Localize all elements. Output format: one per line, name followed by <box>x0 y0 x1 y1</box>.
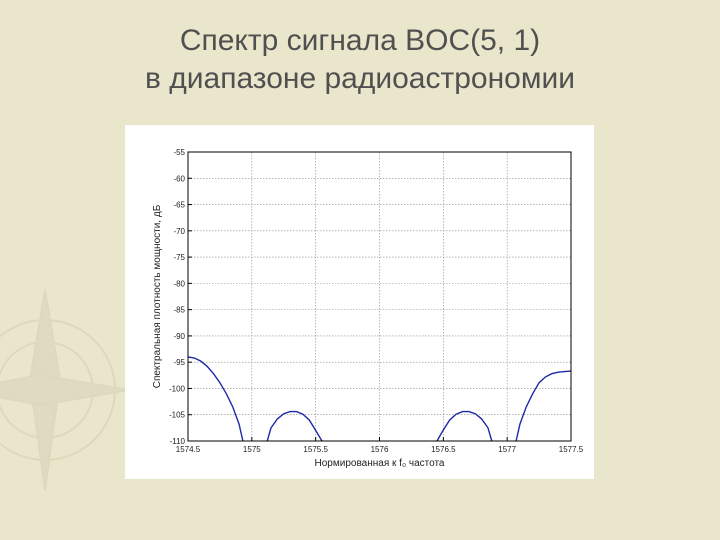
series-layer <box>187 356 572 442</box>
y-tick-label: -80 <box>173 279 185 288</box>
slide-title-line-2: в диапазоне радиоастрономии <box>144 62 575 95</box>
y-tick-label: -75 <box>173 253 185 262</box>
y-tick-label: -65 <box>173 201 185 210</box>
x-axis-label: Нормированная к f₀ частота <box>315 458 445 469</box>
series-line-segment <box>266 410 323 442</box>
y-axis-ticks: -55 -60 -65 -70 -75 -80 -85 -90 -95 -100 -105 -110 <box>169 148 192 446</box>
y-tick-label: -70 <box>173 227 185 236</box>
spectrum-chart: -55-60-65-70-75-80-85-90-95-100-105-110 … <box>152 148 584 469</box>
y-axis-label: Спектральная плотность мощности, дБ <box>152 204 163 388</box>
series-line-segment <box>436 410 493 442</box>
x-tick-label: 1574.5 <box>176 445 201 454</box>
series-line-segment <box>515 370 572 442</box>
x-tick-label: 1577.5 <box>559 445 584 454</box>
x-axis-ticks: 1574.5 1575 1575.5 1576 1576.5 1577 1577.5 <box>176 437 584 454</box>
y-tick-label: -85 <box>173 306 185 315</box>
y-tick-label: -105 <box>169 411 186 420</box>
series-line-segment <box>187 356 244 442</box>
x-tick-label: 1576 <box>371 445 389 454</box>
y-tick-label: -90 <box>173 332 185 341</box>
slide-title-line-1: Спектр сигнала BOC(5, 1) <box>179 24 541 57</box>
x-tick-label: 1576.5 <box>431 445 456 454</box>
y-tick-label: -95 <box>173 358 185 367</box>
compass-watermark <box>0 289 130 491</box>
chart-panel: -55 -60 -65 -70 -75 -80 -85 -90 -95 -100 -105 -110 … <box>125 125 594 479</box>
slide-title: Спектр сигнала BOC(5, 1) в диапазоне рад… <box>0 22 720 98</box>
y-tick-label: -100 <box>169 384 186 393</box>
y-tick-label: -55 <box>173 148 185 157</box>
x-tick-label: 1575.5 <box>303 445 328 454</box>
y-tick-label: -110 <box>170 437 186 446</box>
x-tick-label: 1575 <box>243 445 261 454</box>
x-tick-label: 1577 <box>498 445 516 454</box>
grid <box>187 151 572 442</box>
y-tick-label: -60 <box>173 174 185 183</box>
